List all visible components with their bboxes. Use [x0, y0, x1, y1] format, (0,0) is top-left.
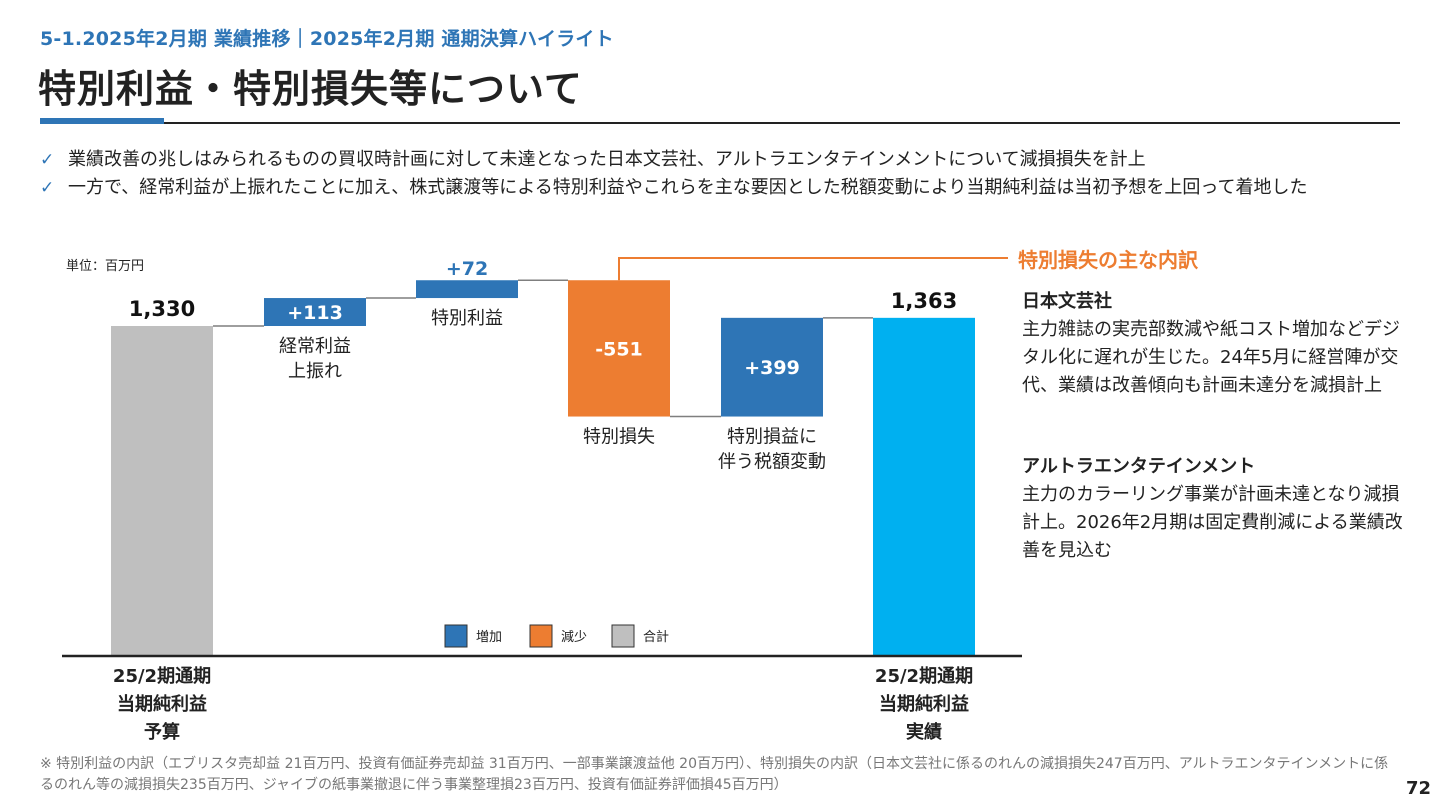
category-label: 経常利益 — [279, 336, 351, 357]
category-label: 25/2期通期 — [113, 666, 211, 687]
value-label: +72 — [446, 258, 488, 280]
category-label: 特別利益 — [431, 308, 503, 329]
legend-label: 増加 — [476, 630, 502, 645]
category-label: 実績 — [906, 721, 942, 743]
category-label: 予算 — [144, 721, 180, 743]
category-label: 25/2期通期 — [875, 666, 973, 687]
note-body: 主力雑誌の実売部数減や紙コスト増加などデジタル化に遅れが生じた。24年5月に経営… — [1022, 319, 1400, 396]
value-label: +113 — [287, 302, 343, 324]
page-number: 72 — [1406, 778, 1432, 799]
check-icon: ✓ — [40, 178, 55, 198]
value-label: 1,330 — [129, 297, 195, 321]
callout-title: 特別損失の主な内訳 — [1018, 248, 1198, 272]
bars — [111, 280, 975, 655]
bullet-item: ✓ 業績改善の兆しはみられるものの買収時計画に対して未達となった日本文芸社、アル… — [40, 146, 1400, 174]
value-labels: 1,330 +113 +72 -551 +399 1,363 — [129, 258, 957, 379]
note-nihonbungeisha: 日本文芸社 主力雑誌の実売部数減や紙コスト増加などデジタル化に遅れが生じた。24… — [1022, 288, 1407, 400]
legend-swatch-increase — [444, 624, 468, 648]
bar-decrease — [568, 280, 670, 417]
legend-label: 減少 — [561, 629, 587, 645]
legend-swatch-decrease — [529, 624, 553, 648]
legend: 増加 減少 合計 — [444, 624, 669, 648]
bar-increase — [721, 317, 823, 417]
connector-lines — [213, 279, 873, 418]
title-accent-bar — [40, 118, 164, 124]
callout-connector — [618, 257, 1008, 281]
page-title: 特別利益・特別損失等について — [38, 67, 583, 111]
legend-swatch-total — [611, 624, 635, 648]
note-body: 主力のカラーリング事業が計画未達となり減損計上。2026年2月期は固定費削減によ… — [1022, 484, 1403, 561]
category-label: 特別損益に — [727, 427, 817, 448]
bar-increase — [416, 280, 518, 299]
summary-bullets: ✓ 業績改善の兆しはみられるものの買収時計画に対して未達となった日本文芸社、アル… — [40, 146, 1400, 202]
legend-label: 合計 — [643, 629, 669, 645]
section-title: 5-1.2025年2月期 業績推移｜2025年2月期 通期決算ハイライト — [40, 28, 614, 50]
unit-label: 単位：百万円 — [66, 259, 145, 274]
category-label: 伴う税額変動 — [718, 452, 826, 473]
note-heading: アルトラエンタテインメント — [1022, 456, 1256, 477]
category-label: 特別損失 — [583, 427, 655, 448]
value-label: 1,363 — [891, 289, 957, 313]
category-label: 上振れ — [288, 361, 342, 382]
title-divider — [40, 122, 1400, 124]
category-label: 当期純利益 — [117, 693, 207, 715]
bar-total — [873, 317, 975, 655]
bar-total — [111, 326, 213, 655]
value-label: +399 — [744, 357, 800, 379]
bar-increase — [264, 298, 366, 326]
bullet-text: 一方で、経常利益が上振れたことに加え、株式譲渡等による特別利益やこれらを主な要因… — [68, 177, 1308, 198]
category-label: 当期純利益 — [879, 693, 969, 715]
check-icon: ✓ — [40, 150, 55, 170]
note-heading: 日本文芸社 — [1022, 291, 1112, 312]
value-label: -551 — [595, 338, 643, 360]
bullet-text: 業績改善の兆しはみられるものの買収時計画に対して未達となった日本文芸社、アルトラ… — [68, 149, 1146, 170]
note-altra: アルトラエンタテインメント 主力のカラーリング事業が計画未達となり減損計上。20… — [1022, 453, 1407, 565]
footnote: ※ 特別利益の内訳（エブリスタ売却益 21百万円、投資有価証券売却益 31百万円… — [40, 756, 1389, 793]
bullet-item: ✓ 一方で、経常利益が上振れたことに加え、株式譲渡等による特別利益やこれらを主な… — [40, 174, 1400, 202]
